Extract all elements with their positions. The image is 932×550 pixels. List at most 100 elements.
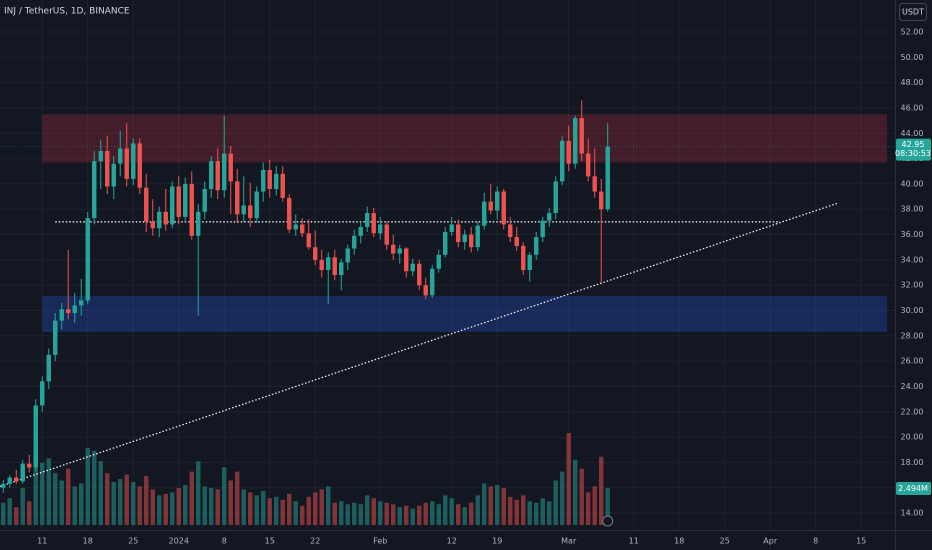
candle-body: [59, 309, 64, 321]
volume-tag: [896, 482, 931, 496]
candle-body: [586, 153, 591, 177]
volume-bar: [124, 474, 129, 525]
y-tick-label: 28.00: [901, 331, 924, 340]
candle-body: [566, 140, 571, 164]
candle-body: [592, 176, 597, 192]
volume-bar: [573, 459, 578, 525]
candle-body: [443, 232, 448, 255]
candle-body: [488, 201, 493, 211]
candle-body: [404, 248, 409, 272]
volume-bar: [144, 476, 149, 525]
volume-bar: [482, 483, 487, 525]
candle-body: [261, 170, 266, 192]
candle-body: [352, 235, 357, 249]
x-tick-label: 2024: [169, 537, 189, 546]
volume-bar: [241, 489, 246, 525]
candle-body: [417, 263, 422, 286]
volume-bar: [345, 504, 350, 525]
candle-body: [475, 225, 480, 248]
candle-body: [144, 187, 149, 222]
volume-bar: [111, 481, 116, 525]
currency[interactable]: USDT: [902, 8, 924, 17]
volume-bar: [560, 471, 565, 525]
candle-body: [547, 213, 552, 221]
price-tag-value: 42.95: [902, 140, 925, 149]
x-tick-label: 11: [37, 537, 47, 546]
volume-bar: [131, 481, 136, 525]
y-tick-label: 26.00: [901, 357, 924, 366]
candle-body: [176, 186, 181, 217]
candle-body: [209, 161, 214, 189]
volume-bar: [254, 495, 259, 525]
candle-body: [150, 221, 155, 229]
candle-body: [124, 148, 129, 179]
candle-body: [456, 224, 461, 243]
candle-body: [105, 151, 110, 187]
candle-body: [599, 191, 604, 210]
candle-body: [339, 262, 344, 276]
candle-body: [391, 244, 396, 254]
candle-body: [436, 254, 441, 269]
candle-body: [131, 143, 136, 179]
annotation-line: [0, 202, 839, 488]
y-tick-label: 14.00: [901, 509, 924, 518]
candle-body: [345, 248, 350, 263]
candle-body: [319, 259, 324, 270]
volume-bar: [53, 473, 58, 525]
volume-bar: [436, 504, 441, 525]
volume-bar: [293, 501, 298, 525]
candle-body: [482, 201, 487, 226]
volume-bar: [462, 507, 467, 525]
volume-bar: [105, 473, 110, 525]
volume-bar: [33, 443, 38, 525]
candle-body: [384, 224, 389, 245]
currency-box[interactable]: [899, 3, 927, 21]
volume-bar: [274, 496, 279, 525]
x-tick-label: 22: [310, 537, 320, 546]
volume-bar: [66, 468, 71, 525]
candle-body: [235, 181, 240, 215]
candle-body: [449, 224, 454, 233]
event-icon: [602, 515, 614, 527]
volume-bar: [475, 495, 480, 525]
candle-body: [1, 483, 6, 488]
volume-bar: [46, 458, 51, 525]
volume-bar: [7, 498, 12, 525]
candle-body: [540, 220, 545, 238]
volume-bar: [157, 495, 162, 525]
candle-body: [274, 173, 279, 189]
candle-body: [397, 248, 402, 254]
candle-body: [7, 477, 12, 484]
x-tick-label: 11: [629, 537, 639, 546]
y-tick-label: 20.00: [901, 433, 924, 442]
volume-bar: [40, 462, 45, 525]
candle-body: [111, 163, 116, 187]
volume-bar: [430, 501, 435, 525]
x-tick-label: 15: [856, 537, 866, 546]
candle-body: [573, 118, 578, 164]
candle-body: [27, 463, 32, 468]
volume-bar: [527, 501, 532, 525]
candle-body: [469, 234, 474, 248]
candle-body: [72, 305, 77, 314]
volume-bar: [469, 502, 474, 525]
volume-bar: [27, 501, 32, 525]
candle-body: [215, 161, 220, 191]
volume-bar: [202, 486, 207, 525]
volume-bar: [118, 479, 123, 525]
volume-bar: [417, 505, 422, 525]
volume-bar: [235, 471, 240, 525]
volume-bar: [365, 495, 370, 525]
volume-bar: [384, 502, 389, 525]
volume-bar: [449, 498, 454, 525]
candle-body: [508, 224, 513, 238]
volume-bar: [313, 492, 318, 525]
candle-body: [527, 254, 532, 270]
candle-body: [222, 153, 227, 191]
candle-body: [163, 211, 168, 225]
y-tick-label: 22.00: [901, 407, 924, 416]
candle-body: [553, 181, 558, 214]
volume-bar: [501, 487, 506, 525]
